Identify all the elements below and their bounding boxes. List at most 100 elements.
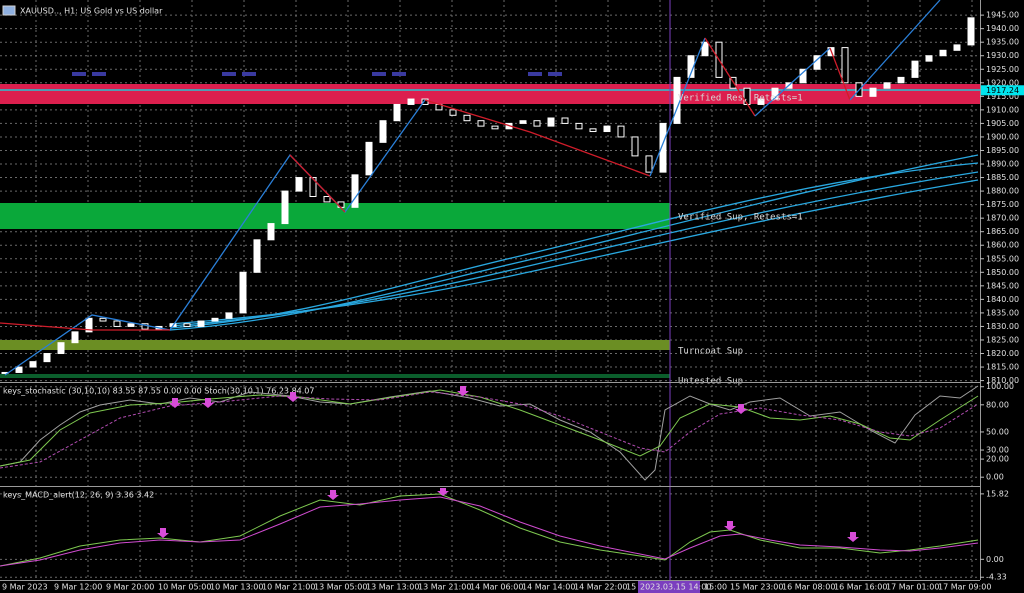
y-tick-label: 1810.00 [986, 376, 1019, 385]
x-tick-label: 16 Mar 16:00 [834, 583, 887, 592]
window-icon[interactable] [2, 5, 16, 16]
candle-body [351, 174, 359, 208]
y-tick-label: 1945.00 [986, 11, 1019, 20]
y-tick-label: 100.00 [986, 382, 1014, 391]
candle-body [85, 317, 93, 333]
zone-label: Verified Res, Retests=1 [678, 94, 803, 104]
y-tick-label: 1840.00 [986, 295, 1019, 304]
y-tick-label: 1830.00 [986, 322, 1019, 331]
y-tick-label: 1920.00 [986, 78, 1019, 87]
stoch-arrows [169, 386, 747, 414]
macd-arrows [157, 488, 859, 542]
current-price-label: 1917.24 [986, 86, 1019, 95]
candle-body [225, 312, 233, 319]
y-tick-label: 1850.00 [986, 268, 1019, 277]
zigzag-up [4, 99, 426, 376]
candle-body [925, 55, 933, 62]
zigzag-up [754, 47, 831, 117]
candle-body [141, 323, 149, 330]
candle-body [309, 177, 317, 198]
y-tick-label: 1905.00 [986, 119, 1019, 128]
macd-signal-line [0, 496, 979, 567]
candle-body [267, 223, 275, 241]
y-tick-label: 1880.00 [986, 187, 1019, 196]
candle-body [911, 60, 919, 78]
y-tick-label: 1820.00 [986, 349, 1019, 358]
zigzag-down [424, 99, 651, 177]
zigzag-up [849, 0, 941, 101]
candle-body [15, 366, 23, 373]
zone-label: Untested Sup [678, 377, 743, 387]
zigzag-down [704, 37, 756, 117]
candle-body [491, 125, 499, 130]
y-tick-label: 1925.00 [986, 65, 1019, 74]
tick-marks [72, 72, 562, 76]
candle-body [449, 109, 457, 116]
candle-body [463, 114, 471, 122]
candle-body [183, 323, 191, 327]
candles [1, 17, 975, 374]
candle-body [99, 317, 107, 322]
candle-body [71, 331, 79, 344]
chart-title: XAUUSD.., H1: US Gold vs US dollar [20, 7, 163, 16]
candle-body [631, 136, 639, 157]
candle-body [295, 177, 303, 192]
zone-label: Turncoat Sup [678, 347, 743, 357]
x-tick-label: 14 Mar 06:00 [470, 583, 523, 592]
candle-body [939, 49, 947, 57]
candle-body [57, 342, 65, 355]
y-tick-label: 1875.00 [986, 200, 1019, 209]
y-tick-label: 1815.00 [986, 363, 1019, 372]
y-tick-label: 1855.00 [986, 254, 1019, 263]
x-tick-label: 10 Mar 05:00 [158, 583, 211, 592]
x-tick-label: 13 Mar 13:00 [366, 583, 419, 592]
stoch-main-line [0, 389, 979, 467]
x-tick-label: 17 Mar 09:00 [938, 583, 991, 592]
indicator-title: keys_MACD_alert(12, 26, 9) 3.36 3.42 [3, 491, 154, 500]
x-tick-label: 9 Mar 2023 [2, 583, 48, 592]
y-tick-label: 0.00 [986, 473, 1004, 482]
candle-body [43, 353, 51, 363]
candle-body [547, 117, 555, 127]
candle-body [365, 141, 373, 176]
y-tick-label: 1930.00 [986, 51, 1019, 60]
y-tick-label: 1890.00 [986, 160, 1019, 169]
candle-body [967, 17, 975, 46]
x-tick-label: 14 Mar 14:00 [522, 583, 575, 592]
y-tick-label: 50.00 [986, 427, 1009, 436]
candle-body [407, 98, 415, 105]
current-price-box [981, 85, 1024, 96]
candle-body [575, 122, 583, 130]
y-tick-label: 30.00 [986, 446, 1009, 455]
y-tick-label: -4.33 [986, 573, 1007, 582]
candle-body [127, 323, 135, 327]
y-tick-label: 0.00 [986, 555, 1004, 564]
y-tick-label: 1870.00 [986, 214, 1019, 223]
support-zone [0, 203, 670, 229]
y-tick-label: 80.00 [986, 400, 1009, 409]
x-tick-label: 15 M [626, 583, 646, 592]
x-tick-label: 15:00 [704, 583, 727, 592]
candle-body [421, 98, 429, 105]
x-tick-label: 13 Mar 05:00 [314, 583, 367, 592]
candle-body [771, 87, 779, 100]
candle-body [393, 103, 401, 122]
cursor-time-label: 2023.03.15 14:00 [640, 583, 711, 592]
x-tick-label: 9 Mar 12:00 [54, 583, 102, 592]
x-tick-label: 16 Mar 08:00 [782, 583, 835, 592]
zigzag-down [289, 154, 346, 213]
candle-body [197, 320, 205, 327]
x-tick-label: 17 Mar 01:00 [886, 583, 939, 592]
x-tick-label: 10 Mar 13:00 [210, 583, 263, 592]
candle-body [757, 98, 765, 105]
candle-body [281, 190, 289, 225]
candle-body [253, 239, 261, 273]
y-tick-label: 20.00 [986, 455, 1009, 464]
candle-body [701, 41, 709, 57]
resistance-zone [0, 84, 980, 104]
candle-body [561, 117, 569, 124]
candle-body [869, 87, 877, 97]
zigzag-down [829, 47, 851, 101]
cursor-time-box [638, 581, 700, 593]
